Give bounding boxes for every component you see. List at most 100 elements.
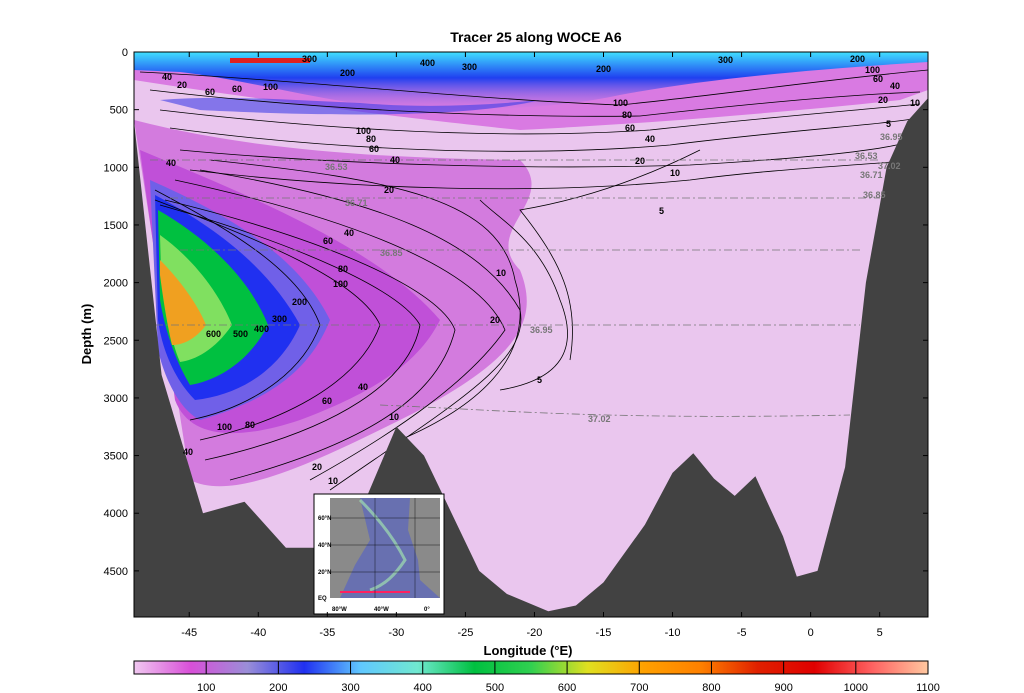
colorbar-tick-label: 900 (774, 682, 792, 693)
y-axis-label: Depth (m) (79, 304, 94, 365)
contour-label: 600 (206, 329, 221, 339)
inset-lon-label: 40°W (374, 607, 389, 613)
contour-label: 5 (886, 119, 891, 129)
contour-label-group: 300 200 100 100 80 60 40 20 10 5 100 80 … (162, 54, 920, 486)
ocean-bottom-bathymetry (134, 98, 928, 617)
contour-label: 300 (718, 55, 733, 65)
density-label: 36.95 (530, 325, 553, 335)
x-tick-label: -40 (250, 627, 266, 639)
inset-lon-label: 0° (424, 607, 430, 613)
density-label: 36.95 (880, 132, 903, 142)
x-tick-label: -10 (665, 627, 681, 639)
contour-label: 100 (613, 98, 628, 108)
x-axis: -45 -40 -35 -30 -25 -20 -15 -10 -5 0 5 (181, 52, 883, 639)
x-tick-label: -20 (526, 627, 542, 639)
contour-label: 80 (622, 110, 632, 120)
contour-label: 60 (369, 144, 379, 154)
contour-label: 40 (166, 158, 176, 168)
contour-label: 40 (890, 81, 900, 91)
y-tick-label: 1000 (104, 162, 128, 174)
contour-label: 300 (272, 314, 287, 324)
x-axis-label: Longitude (°E) (484, 643, 573, 658)
contour-label: 20 (384, 185, 394, 195)
contour-label: 40 (183, 447, 193, 457)
inset-map-americas (330, 498, 370, 598)
x-tick-label: -30 (388, 627, 404, 639)
contour-label: 20 (635, 156, 645, 166)
contour-label: 400 (420, 58, 435, 68)
y-tick-label: 4500 (104, 566, 128, 578)
density-label: 36.53 (325, 162, 348, 172)
density-label: 36.85 (863, 190, 886, 200)
contour-label: 100 (333, 279, 348, 289)
inset-map-grid (330, 498, 440, 598)
inset-map-shelf-shading (358, 498, 407, 592)
y-tick-label: 3000 (104, 393, 128, 405)
contour-label: 400 (254, 324, 269, 334)
density-label: 36.85 (380, 248, 403, 258)
contour-label: 100 (263, 82, 278, 92)
inset-lon-label: 80°W (332, 607, 347, 613)
contour-label: 20 (312, 462, 322, 472)
y-tick-label: 2500 (104, 335, 128, 347)
inset-lat-label: 40°N (318, 543, 331, 549)
y-tick-label: 1500 (104, 220, 128, 232)
contour-label: 80 (338, 264, 348, 274)
colorbar-tick-label: 400 (414, 682, 432, 693)
contour-label: 60 (323, 236, 333, 246)
contour-label: 300 (302, 54, 317, 64)
contour-label: 40 (645, 134, 655, 144)
inset-map: 60°N 40°N 20°N EQ 80°W 40°W 0° (313, 493, 445, 615)
contour-label: 60 (322, 396, 332, 406)
colorbar-tick-label: 1100 (916, 682, 940, 693)
deep-plume-orange (160, 260, 206, 345)
subsurface-blue-tongue (160, 97, 540, 115)
inset-lat-label: 60°N (318, 516, 331, 522)
contour-label: 500 (233, 329, 248, 339)
x-tick-label: -15 (596, 627, 612, 639)
contour-label: 100 (865, 65, 880, 75)
density-contours (150, 159, 880, 417)
plot-frame (133, 51, 929, 618)
colorbar: 100 200 300 400 500 600 700 800 900 1000 1100 (133, 660, 940, 693)
contour-label: 40 (358, 382, 368, 392)
contour-label: 60 (625, 123, 635, 133)
contour-label: 20 (490, 315, 500, 325)
x-tick-label: -5 (737, 627, 747, 639)
inset-map-africa-europe (408, 498, 440, 598)
inset-lat-label: EQ (318, 596, 327, 602)
density-label: 37.02 (588, 414, 611, 424)
contour-label: 60 (205, 87, 215, 97)
colorbar-tick-label: 100 (197, 682, 215, 693)
colorbar-tick-label: 1000 (844, 682, 868, 693)
plot-area: 60°N 40°N 20°N EQ 80°W 40°W 0° (134, 52, 928, 617)
y-tick-label: 0 (122, 47, 128, 59)
density-label: 36.53 (855, 151, 878, 161)
inset-lat-label: 20°N (318, 570, 331, 576)
contour-label: 10 (910, 98, 920, 108)
colorbar-tick-label: 600 (558, 682, 576, 693)
contour-label: 200 (340, 68, 355, 78)
contour-label: 80 (366, 134, 376, 144)
x-tick-label: -45 (181, 627, 197, 639)
y-axis: 0 500 1000 1500 2000 2500 3000 3500 4000 4500 (104, 47, 928, 578)
contour-label: 10 (328, 476, 338, 486)
contour-label: 200 (850, 54, 865, 64)
contour-label: 40 (390, 155, 400, 165)
contour-label: 200 (292, 297, 307, 307)
colorbar-tick-label: 700 (630, 682, 648, 693)
contour-label: 60 (232, 84, 242, 94)
chart-title: Tracer 25 along WOCE A6 (450, 29, 622, 45)
contour-label: 80 (245, 420, 255, 430)
contour-label: 10 (670, 168, 680, 178)
contour-label: 20 (878, 95, 888, 105)
colorbar-tick-label: 300 (341, 682, 359, 693)
colorbar-gradient (133, 660, 929, 675)
y-tick-label: 2000 (104, 278, 128, 290)
contour-label: 100 (356, 126, 371, 136)
density-label: 37.02 (878, 161, 901, 171)
colorbar-tick-label: 200 (269, 682, 287, 693)
contour-label: 200 (596, 64, 611, 74)
y-tick-label: 500 (110, 105, 128, 117)
